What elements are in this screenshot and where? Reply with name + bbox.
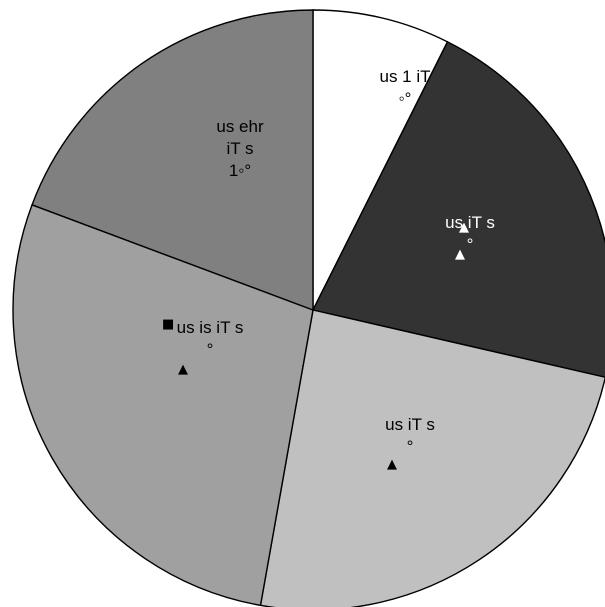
marker-icon: ▲ (459, 220, 469, 235)
pie-slice (12, 203, 314, 607)
slice-label: iT s (226, 139, 253, 158)
slice-label: ° (407, 437, 414, 456)
slice-label: us iT s (385, 415, 435, 434)
slice-label: us is iT s (177, 318, 244, 337)
marker-icon: ▲ (178, 362, 188, 377)
pie-slice (312, 9, 449, 311)
marker-icon: ■ (162, 317, 175, 332)
slice-label: us 1 iT (379, 67, 430, 86)
pie-slice (311, 40, 605, 378)
pie-slice (31, 9, 314, 312)
slice-label: ° (207, 340, 214, 359)
slice-label: ° (467, 235, 474, 254)
pie-slice (259, 309, 605, 607)
slice-label: ◦° (399, 89, 412, 108)
slice-label: us ehr (216, 117, 264, 136)
marker-icon: ▲ (455, 247, 465, 262)
marker-icon: ▲ (387, 457, 397, 472)
slice-label: 1◦° (229, 161, 251, 180)
slice-label: us iT s (445, 213, 495, 232)
